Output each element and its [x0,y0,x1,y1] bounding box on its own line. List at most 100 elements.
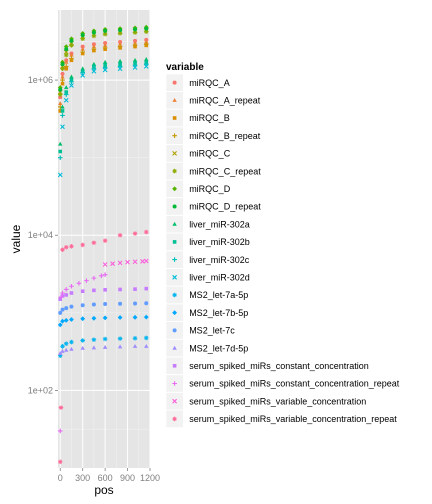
legend-marker [172,80,177,85]
legend-label: miRQC_D [189,184,231,194]
data-point [132,57,138,62]
data-point [102,65,108,70]
data-point [117,315,123,320]
data-point [144,39,149,44]
data-point [57,459,63,465]
data-point [57,322,63,328]
legend-label: miRQC_A [189,78,230,88]
data-point [60,104,65,109]
legend-item: MS2_let-7d-5p [165,339,248,357]
y-tick-label: 1e+06 [28,75,53,85]
data-point [64,59,69,64]
data-point [102,262,108,267]
data-point [63,52,69,58]
data-point [69,74,74,79]
data-point [80,33,85,38]
legend-label: miRQC_C [189,149,231,159]
data-point [63,97,69,103]
data-point [60,66,65,72]
data-point [117,66,123,72]
series-16 [58,286,149,301]
data-point [80,289,85,293]
data-point [117,336,123,341]
data-point [143,314,149,320]
legend-label: MS2_let-7c [189,326,235,336]
data-point [102,43,108,47]
data-point [91,275,97,281]
legend-item: miRQC_A [165,73,230,92]
data-point [64,66,69,71]
data-point [58,101,63,106]
data-point [132,40,138,45]
data-point [69,317,74,322]
legend-marker [172,151,177,156]
series-0 [58,37,149,100]
series-12 [57,335,149,359]
legend-label: miRQC_A_repeat [189,96,261,106]
data-point [69,83,74,88]
series-18 [102,258,149,267]
data-point [80,303,85,308]
x-tick-label: 900 [120,473,135,483]
data-point [64,347,69,352]
data-point [60,318,65,324]
legend-item: miRQC_D [165,179,231,198]
legend-label: miRQC_D_repeat [189,202,261,212]
data-point [80,70,85,75]
legend-marker [172,274,177,280]
data-point [102,336,108,342]
data-point [117,31,123,36]
data-point [144,57,149,61]
data-point [60,307,65,312]
data-point [118,287,122,292]
data-point [57,428,63,434]
legend-marker [172,133,177,138]
data-point [57,172,63,178]
data-point [143,335,149,341]
data-point [60,290,65,296]
data-point [117,260,123,266]
y-tick-label: 1e+02 [28,385,53,395]
legend-marker [172,98,177,102]
data-point [63,64,69,69]
x-tick-label: 600 [98,473,113,483]
data-point [102,272,108,278]
data-point [57,353,63,359]
series-19 [57,229,149,465]
series-13 [57,314,149,328]
data-point [132,335,138,341]
data-point [60,344,65,349]
data-point [132,231,138,236]
series-14 [58,301,149,315]
data-point [117,58,123,63]
data-point [80,316,86,322]
data-point [69,291,74,295]
data-point [69,304,74,309]
series-17 [57,272,108,434]
data-point [117,41,123,46]
data-point [69,52,74,57]
data-point [132,43,138,48]
series-3 [57,41,149,110]
series-1 [58,39,149,106]
data-point [69,283,74,289]
data-point [102,344,108,349]
series-7 [58,26,149,92]
legend-marker [172,381,177,386]
data-point [60,81,65,86]
data-point [60,77,65,83]
data-point [69,79,74,85]
data-point [60,348,65,353]
legend-marker [172,204,177,209]
data-point [133,287,137,291]
data-point [64,306,69,311]
data-point [69,56,74,61]
data-point [80,46,85,51]
data-point [117,344,123,349]
data-point [143,41,149,47]
data-point [133,27,138,32]
legend-marker [172,345,177,350]
data-point [103,41,108,46]
data-point [102,59,108,64]
